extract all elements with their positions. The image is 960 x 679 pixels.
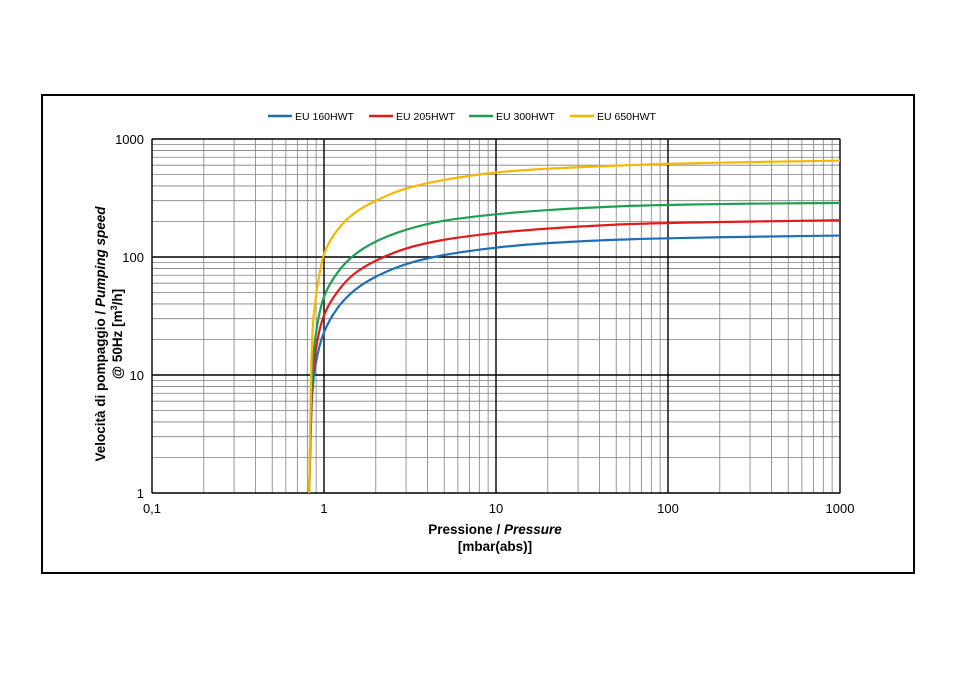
x-axis-unit: [mbar(abs)]: [458, 539, 532, 554]
plot-border: [151, 138, 841, 494]
x-tick-label: 100: [657, 501, 679, 516]
x-tick-labels: 0,1 1 10 100 1000: [143, 501, 855, 516]
series-line-eu-160hwt: [308, 234, 841, 494]
legend-label-eu-300hwt: EU 300HWT: [496, 111, 556, 123]
x-axis-title: Pressione / Pressure: [428, 522, 562, 537]
x-tick-label: 1000: [826, 501, 855, 516]
y-axis-title: Velocità di pompaggio / Pumping speed: [93, 206, 108, 462]
legend: EU 160HWT EU 205HWT EU 300HWT EU 650HWT: [268, 111, 657, 123]
x-tick-label: 1: [320, 501, 327, 516]
legend-label-eu-650hwt: EU 650HWT: [597, 111, 657, 123]
x-tick-label: 10: [489, 501, 503, 516]
chart-frame: 0,1 1 10 100 1000 1 10 100 1000 EU 160HWT EU 205…: [41, 94, 915, 574]
series-line-eu-650hwt: [308, 159, 841, 494]
y-tick-label: 100: [122, 250, 144, 265]
series-lines: [308, 159, 841, 494]
y-tick-label: 10: [130, 368, 144, 383]
y-tick-label: 1: [137, 486, 144, 501]
y-axis-unit: @ 50Hz [m3/h]: [109, 289, 125, 379]
legend-label-eu-160hwt: EU 160HWT: [295, 111, 355, 123]
x-tick-label: 0,1: [143, 501, 161, 516]
y-tick-label: 1000: [115, 132, 144, 147]
series-line-eu-205hwt: [308, 219, 841, 494]
series-line-eu-300hwt: [308, 201, 841, 494]
legend-label-eu-205hwt: EU 205HWT: [396, 111, 456, 123]
y-tick-labels: 1 10 100 1000: [115, 132, 144, 501]
y-axis-title-group: Velocità di pompaggio / Pumping speed @ …: [93, 206, 125, 462]
